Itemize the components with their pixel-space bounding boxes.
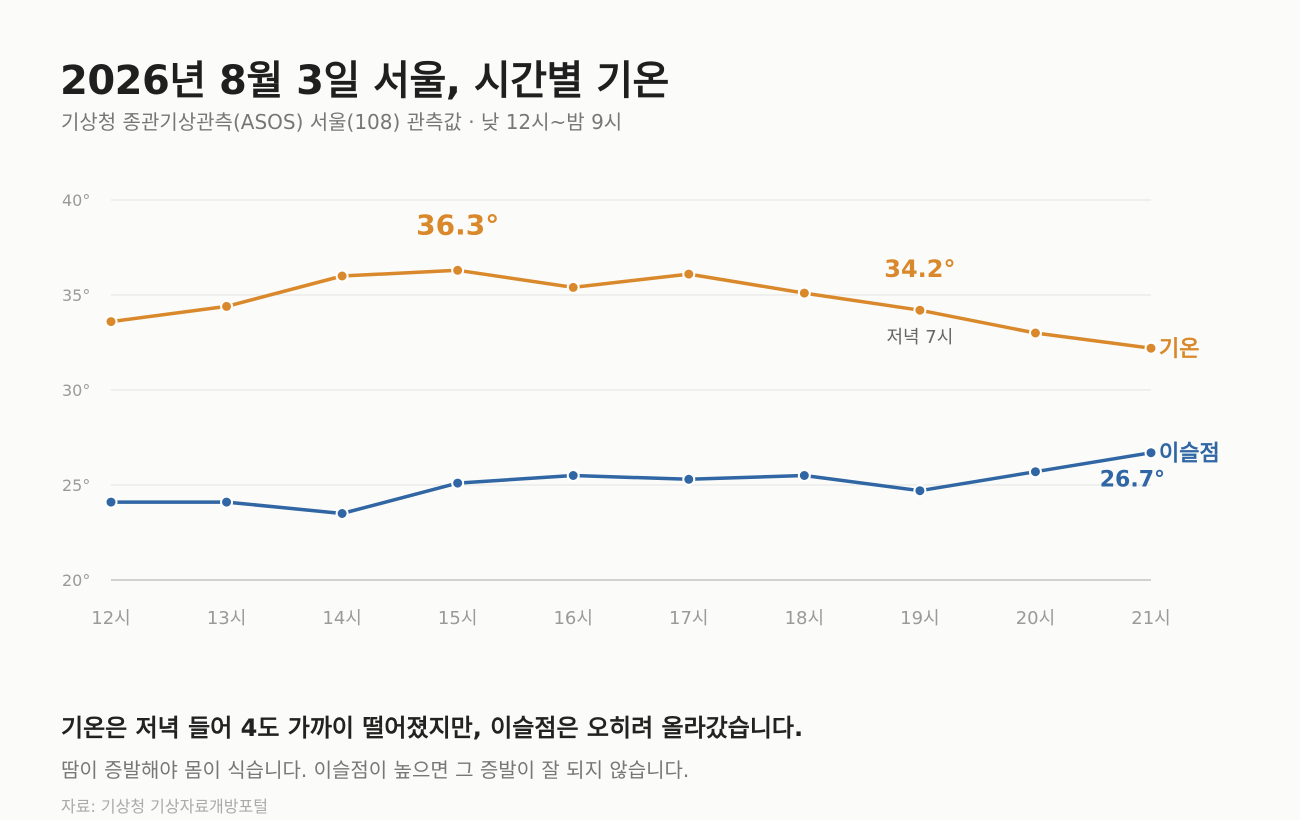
data-point-temperature: [1144, 341, 1158, 355]
data-point-dewpoint: [104, 495, 118, 509]
series-label-temperature: 기온: [1159, 337, 1199, 362]
data-point-dewpoint: [1144, 446, 1158, 460]
x-axis-ticks: 12시 13시 14시 15시 16시 17시 18시 19시 20시 21시: [91, 608, 1170, 629]
data-point-temperature: [682, 267, 696, 281]
data-point-dewpoint: [913, 484, 927, 498]
x-tick-label: 18시: [785, 608, 824, 629]
data-point-temperature: [913, 303, 927, 317]
source-note: 자료: 기상청 기상자료개방포털: [61, 797, 268, 816]
chart-title: 2026년 8월 3일 서울, 시간별 기온: [60, 58, 669, 104]
x-tick-label: 20시: [1016, 608, 1055, 629]
chart-subtitle: 기상청 종관기상관측(ASOS) 서울(108) 관측값 · 낮 12시~밤 9…: [61, 110, 623, 134]
x-tick-label: 21시: [1131, 608, 1170, 629]
data-point-temperature: [220, 299, 234, 313]
explanation-text: 땀이 증발해야 몸이 식습니다. 이슬점이 높으면 그 증발이 잘 되지 않습니…: [61, 758, 690, 782]
y-axis-ticks: 20° 25° 30° 35° 40°: [62, 191, 90, 590]
y-tick-label: 20°: [62, 571, 90, 590]
data-point-temperature: [797, 286, 811, 300]
data-point-dewpoint: [797, 469, 811, 482]
x-tick-label: 13시: [207, 608, 246, 629]
data-point-dewpoint: [335, 507, 349, 520]
data-point-dewpoint: [682, 472, 696, 486]
value-annotation: 36.3°: [416, 208, 499, 241]
data-point-temperature: [104, 315, 118, 329]
data-point-dewpoint: [220, 495, 234, 509]
y-tick-label: 30°: [62, 381, 90, 400]
data-point-temperature: [451, 263, 465, 277]
y-tick-label: 25°: [62, 476, 90, 495]
line-chart: 20° 25° 30° 35° 40° 12시 13시 14시 15시 16시 17시 18시 19시…: [62, 191, 1220, 629]
data-point-dewpoint: [451, 476, 465, 490]
x-tick-label: 19시: [900, 608, 939, 629]
y-tick-label: 40°: [62, 191, 90, 210]
series-points: [104, 263, 1158, 520]
x-tick-label: 15시: [438, 608, 477, 629]
x-tick-label: 14시: [322, 608, 361, 629]
data-point-temperature: [566, 280, 580, 294]
annotation-note: 저녁 7시: [886, 327, 953, 348]
x-tick-label: 16시: [553, 608, 592, 629]
data-point-temperature: [1028, 326, 1042, 340]
series-label-dewpoint: 이슬점: [1159, 442, 1220, 467]
data-point-temperature: [335, 269, 349, 283]
value-annotation: 26.7°: [1100, 468, 1165, 493]
series-line-dewpoint: [109, 450, 1153, 516]
x-tick-label: 12시: [91, 608, 130, 629]
value-annotation: 34.2°: [884, 255, 955, 283]
headline: 기온은 저녁 들어 4도 가까이 떨어졌지만, 이슬점은 오히려 올라갔습니다.: [61, 714, 804, 742]
gridlines: [111, 199, 1151, 581]
data-point-dewpoint: [1028, 465, 1042, 479]
series-lines: [109, 268, 1153, 516]
data-point-dewpoint: [566, 469, 580, 482]
x-tick-label: 17시: [669, 608, 708, 629]
y-tick-label: 35°: [62, 286, 90, 305]
series-line-temperature: [109, 268, 1153, 350]
